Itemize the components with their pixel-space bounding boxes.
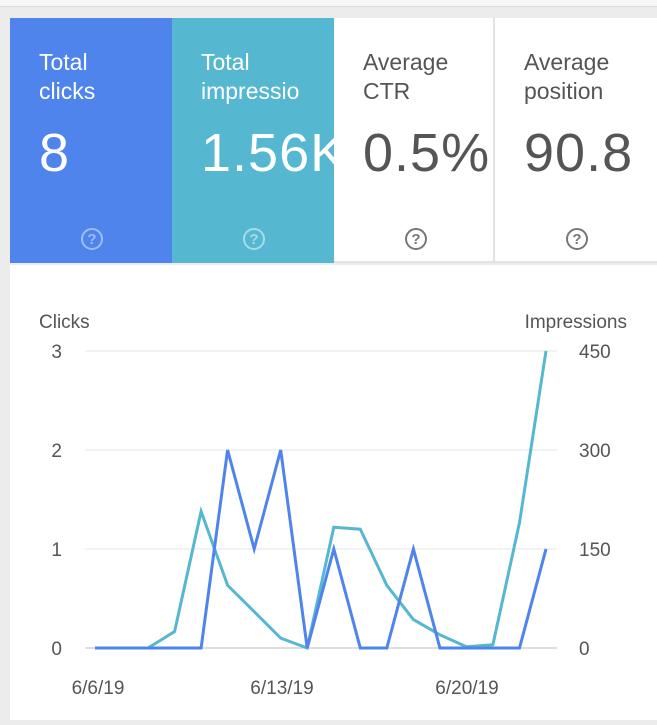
help-icon[interactable]: ? [566,228,588,250]
total-clicks-card[interactable]: Total clicks 8 ? [10,18,172,263]
x-tick-label: 6/13/19 [250,678,313,699]
help-icon[interactable]: ? [405,228,427,250]
right-tick-label: 0 [579,639,590,660]
total-impressions-card[interactable]: Total impressio 1.56K ? [172,18,334,263]
x-tick-label: 6/20/19 [435,678,498,699]
impressions-series-line [95,350,548,651]
average-ctr-card[interactable]: Average CTR 0.5% ? [334,18,495,263]
left-axis-title: Clicks [39,312,90,333]
average-ctr-value: 0.5% [363,123,491,183]
help-icon[interactable]: ? [81,228,103,250]
right-axis-title: Impressions [525,312,627,333]
left-tick-label: 1 [51,540,62,561]
top-divider [0,0,657,7]
left-tick-label: 0 [51,639,62,660]
x-tick-label: 6/6/19 [72,678,125,699]
right-tick-label: 150 [579,540,611,561]
total-impressions-value: 1.56K [201,123,334,183]
total-clicks-value: 8 [39,123,71,183]
left-tick-label: 3 [51,342,62,363]
average-position-card[interactable]: Average position 90.8 ? [495,18,657,263]
average-position-label: Average position [524,49,610,104]
total-impressions-label: Total impressio [201,49,300,104]
total-clicks-label: Total clicks [39,49,96,104]
clicks-series-line [95,449,548,650]
help-icon[interactable]: ? [243,228,265,250]
performance-chart-panel: Clicks Impressions 0 1 2 3 0 150 300 450 6/6/1… [10,265,657,720]
right-tick-label: 300 [579,441,611,462]
left-tick-label: 2 [51,441,62,462]
performance-chart: Clicks Impressions 0 1 2 3 0 150 300 450 6/6/1… [39,312,627,699]
average-position-value: 90.8 [524,123,634,183]
average-ctr-label: Average CTR [363,49,449,104]
right-tick-label: 450 [579,342,611,363]
metric-cards: Total clicks 8 ? Total impressio 1.56K ?… [10,18,657,263]
